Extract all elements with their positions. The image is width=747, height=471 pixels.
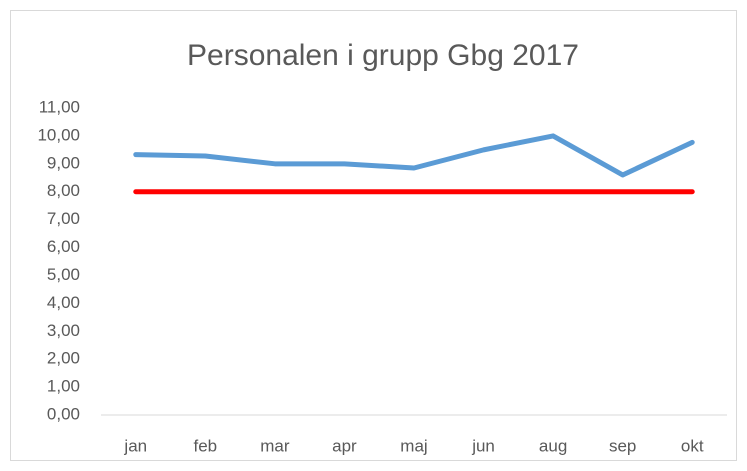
y-tick-label: 8,00 [47, 181, 80, 200]
chart-border [10, 10, 737, 461]
x-tick-label: jun [471, 436, 495, 455]
y-tick-label: 7,00 [47, 209, 80, 228]
y-tick-label: 11,00 [39, 97, 80, 116]
x-tick-label: apr [332, 436, 357, 455]
x-tick-label: feb [194, 436, 218, 455]
x-tick-label: jan [123, 436, 147, 455]
y-tick-label: 2,00 [47, 349, 80, 368]
x-tick-label: mar [260, 436, 290, 455]
x-tick-label: okt [681, 436, 704, 455]
y-tick-label: 9,00 [47, 153, 80, 172]
y-tick-label: 6,00 [47, 237, 80, 256]
y-tick-label: 5,00 [47, 265, 80, 284]
series-line [133, 133, 695, 178]
y-tick-label: 4,00 [47, 293, 80, 312]
x-tick-label: maj [400, 436, 427, 455]
y-tick-label: 3,00 [47, 321, 80, 340]
chart-title: Personalen i grupp Gbg 2017 [187, 39, 579, 72]
y-tick-label: 0,00 [47, 404, 80, 423]
y-tick-label: 10,00 [37, 125, 80, 144]
y-tick-label: 1,00 [47, 377, 80, 396]
x-tick-label: aug [539, 436, 567, 455]
x-tick-label: sep [609, 436, 636, 455]
